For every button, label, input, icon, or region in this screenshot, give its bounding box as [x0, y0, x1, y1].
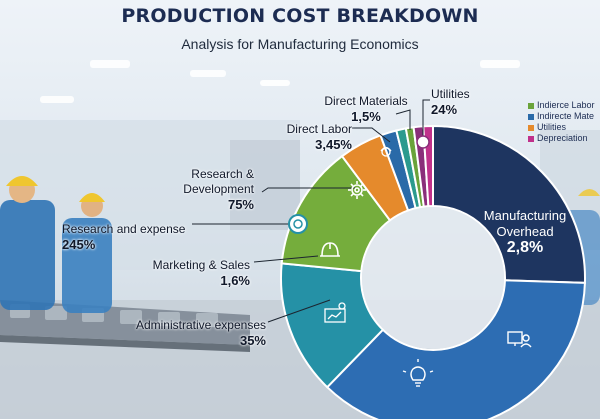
legend-swatch: [528, 102, 534, 109]
legend-swatch: [528, 135, 534, 142]
direct-materials-label: Direct Materials 1,5%: [318, 94, 414, 124]
manufacturing-overhead-label: Manufacturing Overhead 2,8%: [470, 208, 580, 256]
direct-materials-name: Direct Materials: [324, 94, 408, 108]
donut-slice-administrative-expenses: [325, 279, 586, 419]
hardhat-icon: [320, 242, 340, 257]
leader-research-development: [261, 187, 355, 193]
leader-lines: [192, 99, 430, 323]
leader-direct-materials: [395, 109, 411, 130]
leader-administrative: [267, 299, 331, 323]
legend-item: Utilities: [528, 122, 595, 133]
legend-label: Indirecte Mate: [537, 111, 595, 121]
utilities-name: Utilities: [431, 87, 470, 101]
marketing-value: 1,6%: [220, 273, 250, 288]
manufacturing-overhead-value: 2,8%: [506, 239, 544, 256]
legend-item: Indierce Labor: [528, 100, 595, 111]
direct-labor-value: 3,45%: [315, 137, 352, 152]
legend-item: Depreciation: [528, 133, 595, 144]
research-development-label: Research & Development 75%: [168, 167, 254, 212]
research-expense-name: Research and expense: [62, 222, 186, 236]
marketing-label: Marketing & Sales 1,6%: [140, 258, 250, 288]
administrative-label: Administrative expenses 35%: [110, 318, 266, 348]
donut-hole: [362, 207, 504, 349]
marketing-name: Marketing & Sales: [152, 258, 250, 272]
utilities-badge-icon: [416, 135, 430, 149]
research-expense-value: 245%: [62, 237, 96, 252]
administrative-value: 35%: [239, 333, 266, 348]
leader-direct-labor: [352, 127, 391, 143]
direct-labor-name: Direct Labor: [286, 122, 352, 136]
research-development-name: Research & Development: [183, 167, 254, 196]
research-badge-icon: [288, 214, 308, 234]
computer-user-icon: [507, 331, 532, 348]
legend-label: Indierce Labor: [537, 100, 595, 110]
legend-swatch: [528, 113, 534, 120]
chart-subtitle: Analysis for Manufacturing Economics: [181, 36, 419, 52]
administrative-name: Administrative expenses: [135, 318, 266, 332]
direct-materials-value: 1,5%: [351, 109, 381, 124]
chart-icon: [324, 302, 346, 323]
utilities-value: 24%: [431, 102, 458, 117]
research-expense-label: Research and expense 245%: [62, 222, 185, 252]
chart-legend: Indierce Labor Indirecte Mate Utilities …: [528, 100, 595, 144]
manufacturing-overhead-name: Manufacturing Overhead: [483, 208, 567, 239]
legend-label: Utilities: [537, 122, 567, 132]
worker-icon: [380, 146, 392, 157]
chart-title: PRODUCTION COST BREAKDOWN: [121, 5, 479, 27]
direct-labor-label: Direct Labor 3,45%: [268, 122, 352, 152]
lightbulb-icon: [402, 359, 434, 387]
leader-marketing: [253, 255, 319, 263]
donut-slice-manufacturing-overhead: [432, 124, 586, 284]
leader-utilities: [422, 99, 430, 138]
research-development-value: 75%: [227, 197, 254, 212]
legend-label: Depreciation: [537, 133, 588, 143]
chart-slices: [280, 124, 586, 419]
legend-item: Indirecte Mate: [528, 111, 595, 122]
legend-swatch: [528, 124, 534, 131]
gear-icon: [348, 181, 366, 199]
utilities-label: Utilities 24%: [431, 87, 470, 117]
